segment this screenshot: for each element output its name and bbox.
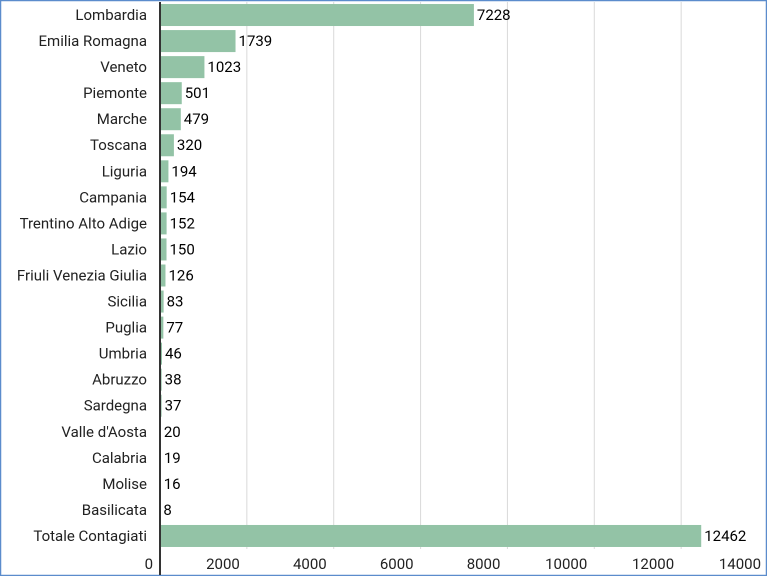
y-tick-label: Molise — [102, 475, 147, 493]
value-label: 154 — [170, 188, 196, 206]
x-tick-label: 8000 — [467, 555, 501, 573]
bar — [160, 4, 474, 27]
bar — [160, 160, 169, 183]
value-label: 46 — [165, 345, 182, 363]
value-label: 501 — [185, 84, 210, 102]
value-label: 77 — [166, 319, 183, 337]
bar — [160, 212, 167, 235]
y-tick-label: Liguria — [102, 162, 147, 180]
bar — [160, 108, 181, 131]
y-tick-label: Veneto — [100, 58, 147, 76]
value-label: 1739 — [239, 32, 273, 50]
y-tick-label: Basilicata — [82, 501, 147, 519]
value-label: 479 — [184, 110, 209, 128]
bar — [160, 264, 166, 287]
bar — [160, 316, 164, 339]
y-tick-label: Friuli Venezia Giulia — [17, 266, 147, 284]
x-tick-label: 4000 — [293, 555, 327, 573]
y-tick-label: Puglia — [105, 319, 147, 337]
y-tick-label: Piemonte — [83, 84, 147, 102]
value-label: 150 — [170, 240, 195, 258]
bar — [160, 186, 167, 209]
bar — [160, 524, 702, 547]
y-tick-label: Campania — [79, 188, 147, 206]
bar — [160, 238, 167, 261]
y-tick-label: Lazio — [111, 240, 147, 258]
bar — [160, 56, 205, 79]
x-tick-label: 10000 — [545, 555, 587, 573]
x-tick-label: 14000 — [719, 555, 761, 573]
y-tick-label: Abruzzo — [92, 371, 147, 389]
bar — [160, 134, 174, 157]
y-tick-label: Lombardia — [75, 6, 147, 24]
y-tick-label: Totale Contagiati — [33, 527, 147, 545]
value-label: 152 — [170, 214, 195, 232]
y-tick-label: Trentino Alto Adige — [20, 214, 147, 232]
x-tick-label: 12000 — [632, 555, 674, 573]
y-tick-label: Umbria — [99, 345, 147, 363]
value-label: 38 — [165, 371, 182, 389]
value-label: 83 — [167, 293, 184, 311]
x-tick-label: 6000 — [380, 555, 414, 573]
y-tick-label: Toscana — [90, 136, 147, 154]
value-label: 12462 — [704, 527, 746, 545]
y-tick-label: Marche — [97, 110, 147, 128]
value-label: 194 — [171, 162, 197, 180]
x-tick-label: 0 — [145, 555, 153, 573]
value-label: 19 — [164, 449, 181, 467]
y-tick-label: Sardegna — [84, 397, 147, 415]
value-label: 37 — [165, 397, 182, 415]
y-tick-label: Calabria — [92, 449, 147, 467]
value-label: 16 — [164, 475, 181, 493]
y-tick-label: Emilia Romagna — [39, 32, 147, 50]
bar — [160, 290, 164, 313]
value-label: 7228 — [477, 6, 511, 24]
y-tick-label: Sicilia — [107, 293, 147, 311]
bar — [160, 30, 236, 53]
value-label: 20 — [164, 423, 181, 441]
value-label: 8 — [163, 501, 171, 519]
value-label: 1023 — [207, 58, 241, 76]
value-label: 126 — [168, 266, 193, 284]
bar — [160, 82, 182, 105]
y-tick-label: Valle d'Aosta — [61, 423, 147, 441]
value-label: 320 — [177, 136, 202, 154]
x-tick-label: 2000 — [206, 555, 240, 573]
